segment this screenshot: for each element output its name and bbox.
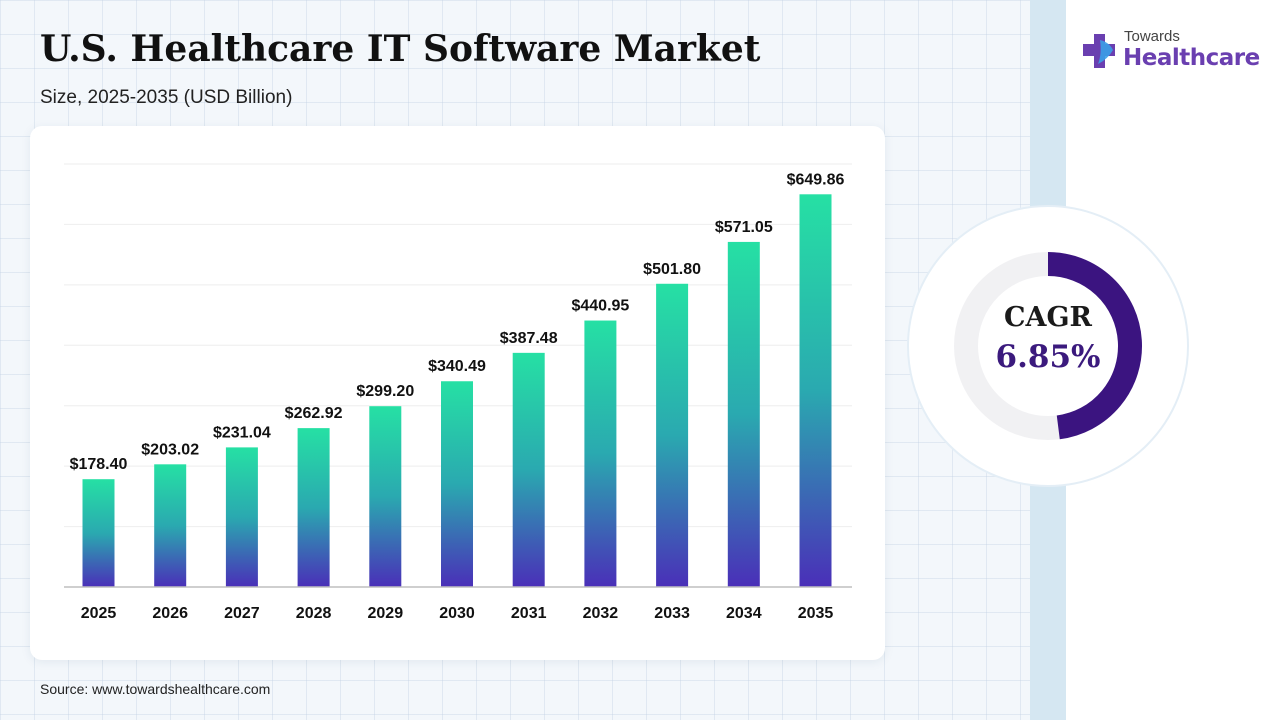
value-label-2025: $178.40 bbox=[70, 456, 128, 473]
bar-2034 bbox=[727, 241, 760, 587]
x-tick-2025: 2025 bbox=[81, 605, 117, 622]
value-label-2029: $299.20 bbox=[356, 383, 414, 400]
bar-2033 bbox=[656, 283, 689, 587]
towards-healthcare-logo[interactable]: Towards Healthcare bbox=[1080, 28, 1260, 80]
bar-2027 bbox=[225, 447, 258, 587]
value-label-2026: $203.02 bbox=[141, 441, 199, 458]
cagr-outer-ring bbox=[907, 205, 1189, 487]
bar-2031 bbox=[512, 352, 545, 587]
cagr-progress-arc bbox=[1047, 252, 1142, 440]
value-label-2030: $340.49 bbox=[428, 358, 486, 375]
bar-2035 bbox=[799, 194, 832, 587]
x-tick-2032: 2032 bbox=[583, 605, 619, 622]
value-label-2035: $649.86 bbox=[787, 171, 845, 188]
x-tick-2035: 2035 bbox=[798, 605, 834, 622]
bar-2025 bbox=[82, 479, 115, 587]
value-label-2034: $571.05 bbox=[715, 219, 773, 236]
bar-2026 bbox=[154, 464, 187, 587]
source-note: Source: www.towardshealthcare.com bbox=[40, 681, 271, 697]
cagr-label: CAGR bbox=[1004, 302, 1092, 333]
chart-title: U.S. Healthcare IT Software Market bbox=[40, 28, 761, 70]
x-tick-2030: 2030 bbox=[439, 605, 475, 622]
value-label-2027: $231.04 bbox=[213, 424, 271, 441]
x-tick-2034: 2034 bbox=[726, 605, 762, 622]
cagr-value: 6.85% bbox=[995, 339, 1101, 375]
x-tick-2028: 2028 bbox=[296, 605, 332, 622]
chart-subtitle: Size, 2025-2035 (USD Billion) bbox=[40, 87, 293, 108]
x-tick-2029: 2029 bbox=[368, 605, 404, 622]
cagr-text-block: CAGR 6.85% bbox=[955, 300, 1141, 378]
value-label-2028: $262.92 bbox=[285, 405, 343, 422]
value-label-2032: $440.95 bbox=[571, 298, 629, 315]
chart-card: $178.40 $203.02 $231.04 $262.92 $299.20 $340.… bbox=[30, 126, 885, 660]
cagr-donut bbox=[907, 205, 1189, 487]
bar-2032 bbox=[584, 320, 617, 587]
bars bbox=[82, 194, 832, 587]
value-label-2031: $387.48 bbox=[500, 330, 558, 347]
x-tick-2033: 2033 bbox=[654, 605, 690, 622]
value-labels: $178.40 $203.02 $231.04 $262.92 $299.20 $340.… bbox=[70, 171, 845, 473]
x-tick-2026: 2026 bbox=[152, 605, 188, 622]
x-tick-2031: 2031 bbox=[511, 605, 547, 622]
logo-big-text: Healthcare bbox=[1123, 45, 1260, 71]
bar-2028 bbox=[297, 428, 330, 587]
medical-cross-logo-icon bbox=[1083, 34, 1115, 68]
x-tick-labels: 2025 2026 2027 2028 2029 2030 2031 2032 2033 2034… bbox=[81, 605, 834, 622]
bar-2029 bbox=[369, 406, 402, 587]
x-tick-2027: 2027 bbox=[224, 605, 260, 622]
value-label-2033: $501.80 bbox=[643, 261, 701, 278]
logo-small-text: Towards bbox=[1124, 28, 1180, 45]
bar-chart: $178.40 $203.02 $231.04 $262.92 $299.20 $340.… bbox=[64, 163, 852, 622]
bar-2030 bbox=[441, 381, 473, 587]
